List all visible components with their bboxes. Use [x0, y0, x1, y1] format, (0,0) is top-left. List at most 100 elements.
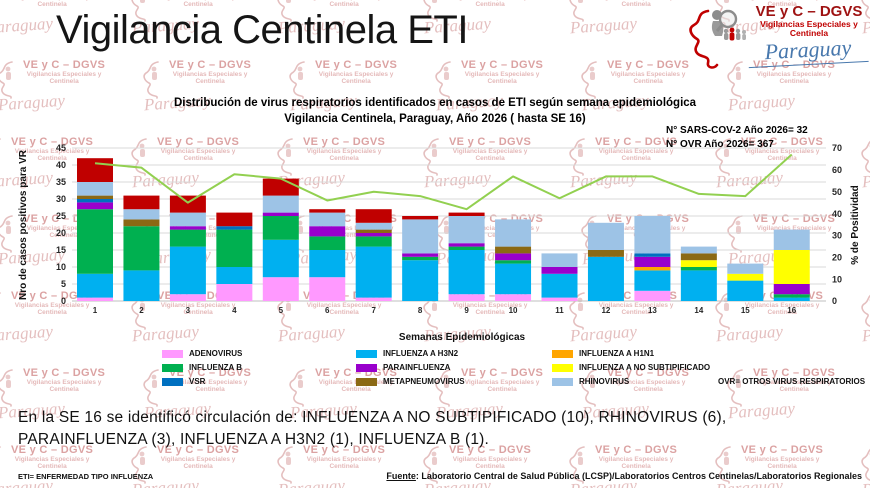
- bar-segment-adenovirus: [541, 297, 578, 301]
- watermark-script: Paraguay: [0, 13, 54, 38]
- bar-segment-influenza-a-no-subtipificado: [727, 273, 764, 281]
- logo-title: VE y C – DGVS: [755, 3, 863, 20]
- watermark-line3: Centinela: [195, 78, 225, 86]
- chart-title-line-1: Distribución de virus respiratorios iden…: [173, 97, 697, 109]
- bar-segment-parainfluenza: [169, 226, 206, 230]
- bar-segment-parainfluenza: [262, 212, 299, 216]
- bar-segment-influenza-a-h3n2: [448, 250, 485, 295]
- legend-label: ADENOVIRUS: [189, 349, 243, 358]
- bar-segment-adenovirus: [216, 284, 253, 301]
- bar-segment-influenza-b: [309, 236, 346, 250]
- bar-segment-adenovirus: [77, 297, 113, 301]
- watermark-squiggle-icon: [289, 61, 305, 99]
- y-axis-left-tick-label: 45: [56, 143, 66, 153]
- logo-subtitle-1: Vigilancias Especiales y: [760, 18, 858, 29]
- bar-segment-sars-cov-2: [123, 195, 160, 210]
- watermark-line2: Vigilancias Especiales y: [318, 71, 394, 79]
- legend-label: INFLUENZA A H1N1: [579, 349, 655, 358]
- y-axis-left-tick-label: 5: [61, 279, 66, 289]
- bar-segment-influenza-a-h3n2: [587, 256, 624, 301]
- watermark-squiggle-icon: [435, 61, 451, 99]
- bar-segment-vsr: [77, 199, 113, 203]
- y-axis-right-tick-label: 10: [832, 274, 842, 284]
- bar-segment-rhinovirus: [680, 246, 717, 254]
- legend-item-vsr: VSR: [162, 377, 356, 386]
- paraguay-map-detective-icon: [689, 9, 746, 69]
- bar-segment-influenza-a-no-subtipificado: [680, 260, 717, 267]
- legend-item-rhinovirus: RHINOVIRUS: [552, 377, 772, 386]
- watermark-line3: Centinela: [475, 1, 505, 9]
- bar-segment-metapneumovirus: [587, 250, 624, 257]
- totals-annotation: N° SARS-COV-2 Año 2026= 32 N° OVR Año 20…: [666, 124, 808, 151]
- legend-column: ADENOVIRUS INFLUENZA B VSR: [162, 349, 356, 386]
- bar-segment-sars-cov-2: [402, 216, 439, 220]
- bar-segment-rhinovirus: [773, 229, 810, 250]
- y-axis-left-tick-label: 40: [56, 160, 66, 170]
- bar-segment-rhinovirus: [448, 216, 485, 244]
- bar-segment-parainfluenza: [448, 243, 485, 247]
- bar-segment-adenovirus: [309, 277, 346, 301]
- y-axis-left-tick-label: 35: [56, 177, 66, 187]
- x-axis-tick-label: 5: [279, 306, 284, 315]
- watermark-line3: Centinela: [341, 386, 371, 394]
- ovr-note: OVR= OTROS VIRUS RESPIRATORIOS: [718, 377, 866, 386]
- legend-item-adenovirus: ADENOVIRUS: [162, 349, 356, 358]
- legend-swatch: [356, 363, 377, 372]
- bar-segment-influenza-b: [123, 226, 160, 271]
- y-axis-right-tick-label: 20: [832, 252, 842, 262]
- watermark-line1: VE y C – DGVS: [23, 59, 106, 71]
- bar-segment-sars-cov-2: [309, 209, 346, 213]
- bar-segment-rhinovirus: [727, 263, 764, 274]
- watermark-line3: Centinela: [341, 78, 371, 86]
- bar-segment-vsr: [634, 253, 671, 257]
- bar-segment-influenza-b: [355, 236, 392, 247]
- y-axis-right-tick-label: 30: [832, 231, 842, 241]
- sars-cov2-total: N° SARS-COV-2 Año 2026= 32: [666, 125, 808, 136]
- x-axis-tick-label: 1: [93, 306, 98, 315]
- watermark-line3: Centinela: [49, 386, 79, 394]
- legend-label: RHINOVIRUS: [579, 377, 630, 386]
- bar-segment-rhinovirus: [77, 182, 113, 196]
- bar-segment-rhinovirus: [262, 195, 299, 213]
- footer-eti-definition: ETI= ENFERMEDAD TIPO INFLUENZA: [18, 472, 154, 481]
- watermark-line2: Vigilancias Especiales y: [160, 456, 236, 464]
- bar-segment-influenza-b: [77, 209, 113, 274]
- bar-segment-influenza-a-h3n2: [77, 273, 113, 298]
- watermark-line2: Vigilancias Especiales y: [14, 456, 90, 464]
- bar-segment-rhinovirus: [309, 212, 346, 227]
- watermark-squiggle-icon: [0, 0, 8, 22]
- bar-segment-sars-cov-2: [216, 212, 253, 227]
- legend-swatch: [162, 363, 183, 372]
- watermark-line3: Centinela: [767, 463, 797, 471]
- bar-segment-influenza-a-h3n2: [216, 267, 253, 284]
- bar-segment-metapneumovirus: [495, 246, 532, 254]
- y-axis-left-tick-label: 0: [61, 296, 66, 306]
- se16-summary-text: En la SE 16 se identificó circulación de…: [18, 409, 727, 449]
- people-group-icon: [723, 27, 746, 41]
- x-axis-title: Semanas Epidemiológicas: [399, 332, 526, 343]
- bar-segment-sars-cov-2: [448, 212, 485, 216]
- y-axis-left-title: Nro de casos positivos para VR: [18, 149, 29, 300]
- watermark-squiggle-icon: [581, 61, 597, 99]
- bar-segment-parainfluenza: [355, 233, 392, 237]
- bar-segment-influenza-a-h3n2: [309, 250, 346, 278]
- watermark-line3: Centinela: [487, 386, 517, 394]
- legend-label: INFLUENZA B: [189, 363, 243, 372]
- footer-source: Fuente: Laboratorio Central de Salud Púb…: [386, 471, 862, 481]
- watermark-line3: Centinela: [621, 463, 651, 471]
- bar-segment-influenza-a-h3n2: [541, 273, 578, 298]
- watermark-line3: Centinela: [487, 78, 517, 86]
- bar-segment-influenza-a-h3n2: [169, 246, 206, 295]
- watermark-line1: VE y C – DGVS: [23, 367, 106, 379]
- watermark-line1: VE y C – DGVS: [607, 59, 690, 71]
- legend-swatch: [356, 349, 377, 358]
- y-axis-right-tick-label: 0: [832, 296, 837, 306]
- bar-segment-influenza-a-h3n2: [773, 297, 810, 301]
